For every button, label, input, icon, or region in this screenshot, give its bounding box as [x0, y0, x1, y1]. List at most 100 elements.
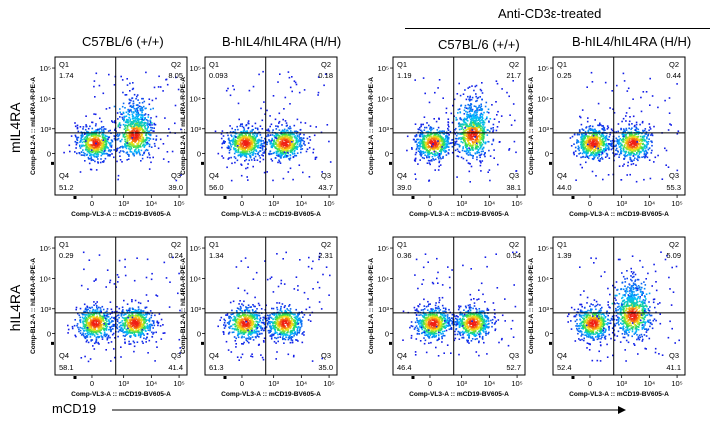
event-dot [269, 141, 272, 143]
event-dot [624, 141, 627, 143]
event-dot [158, 75, 160, 78]
event-dot [129, 123, 132, 126]
event-dot [93, 113, 95, 115]
event-dot [91, 131, 93, 133]
event-dot [258, 140, 261, 142]
event-dot [601, 150, 604, 152]
event-dot [646, 136, 648, 138]
event-dot [480, 127, 482, 130]
event-dot [458, 137, 460, 139]
event-dot [466, 111, 469, 114]
event-dot [471, 125, 473, 128]
event-dot [280, 138, 282, 141]
event-dot [282, 152, 285, 155]
event-dot [135, 132, 137, 135]
event-dot [109, 143, 111, 146]
event-dot [229, 142, 232, 145]
event-dot [132, 133, 135, 136]
event-dot [580, 123, 583, 126]
event-dot [136, 142, 138, 145]
event-dot [590, 71, 593, 74]
event-dot [593, 134, 596, 137]
event-dot [460, 138, 462, 141]
event-dot [77, 130, 80, 133]
event-dot [462, 128, 465, 131]
event-dot [293, 150, 296, 153]
event-dot [479, 117, 481, 120]
event-dot [256, 140, 258, 143]
y-tick-label: 0 [47, 150, 51, 159]
event-dot [638, 146, 640, 148]
event-dot [250, 147, 253, 150]
event-dot [93, 155, 96, 158]
event-dot [277, 153, 280, 156]
event-dot [147, 133, 150, 135]
event-dot [472, 125, 475, 128]
event-dot [241, 142, 244, 145]
event-dot [138, 139, 140, 142]
event-dot [637, 150, 639, 153]
event-dot [107, 150, 110, 152]
event-dot [463, 117, 466, 120]
event-dot [581, 141, 583, 144]
event-dot [613, 112, 616, 114]
event-dot [464, 142, 467, 145]
event-dot [283, 139, 286, 141]
event-dot [514, 119, 516, 122]
event-dot [467, 125, 470, 128]
event-dot [469, 99, 471, 101]
event-dot [248, 142, 250, 145]
event-dot [101, 126, 103, 128]
event-dot [668, 97, 671, 99]
event-dot [288, 76, 291, 79]
event-dot [121, 113, 123, 116]
event-dot [650, 152, 653, 154]
event-dot [480, 103, 482, 106]
event-dot [632, 152, 635, 155]
event-dot [419, 135, 421, 138]
event-dot [630, 160, 632, 162]
event-dot [641, 156, 643, 158]
event-dot [632, 150, 635, 152]
event-dot [625, 148, 628, 150]
event-dot [84, 160, 86, 162]
event-dot [471, 128, 473, 130]
event-dot [104, 147, 107, 149]
event-dot [99, 161, 102, 164]
event-dot [637, 156, 639, 159]
event-dot [622, 130, 625, 133]
event-dot [259, 125, 262, 127]
event-dot [134, 138, 137, 140]
event-dot [415, 178, 417, 180]
event-dot [464, 106, 466, 109]
event-dot [242, 144, 245, 146]
event-dot [583, 135, 586, 137]
event-dot [248, 153, 250, 156]
event-dot [419, 159, 421, 161]
event-dot [586, 141, 588, 144]
axis-marker [411, 196, 415, 199]
event-dot [287, 151, 289, 154]
q3-value: 39.0 [168, 183, 183, 192]
event-dot [298, 91, 301, 94]
event-dot [465, 98, 468, 101]
event-dot [222, 135, 225, 137]
event-dot [75, 143, 78, 146]
event-dot [148, 168, 151, 170]
event-dot [140, 140, 143, 143]
event-dot [594, 119, 596, 121]
event-dot [592, 136, 594, 139]
event-dot [431, 144, 434, 147]
event-dot [434, 146, 437, 148]
event-dot [468, 106, 471, 109]
event-dot [586, 147, 589, 149]
event-dot [86, 136, 89, 139]
event-dot [129, 150, 132, 153]
q1-value: 1.19 [397, 71, 412, 80]
event-dot [586, 145, 588, 148]
event-dot [144, 140, 146, 143]
event-dot [434, 134, 436, 137]
event-dot [140, 109, 142, 111]
event-dot [274, 146, 277, 149]
